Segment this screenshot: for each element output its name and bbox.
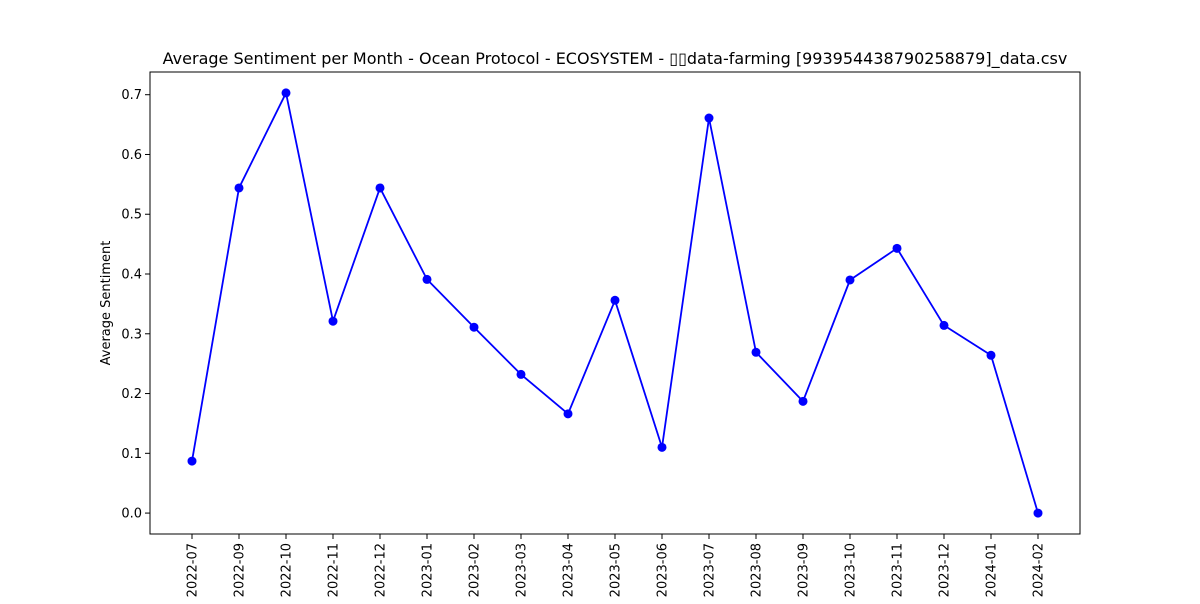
x-tick-label: 2023-08 (750, 543, 765, 597)
x-tick-label: 2023-10 (844, 543, 859, 597)
data-point (469, 322, 479, 332)
x-tick-label: 2022-09 (233, 543, 248, 597)
data-point (516, 369, 526, 379)
y-tick-label: 0.4 (121, 268, 142, 283)
data-point (1033, 508, 1043, 518)
x-axis: 2022-07 2022-09 2022-10 2022-11 2022-12 2023-… (186, 534, 1047, 597)
data-point (234, 183, 244, 193)
y-tick-label: 0.3 (121, 327, 142, 342)
x-tick-label: 2023-03 (515, 543, 530, 597)
data-point (845, 275, 855, 285)
data-point (375, 183, 385, 193)
data-point (892, 243, 902, 253)
x-tick-label: 2023-12 (938, 543, 953, 597)
data-point (422, 274, 432, 284)
data-point (281, 88, 291, 98)
x-tick-label: 2022-07 (186, 543, 201, 597)
x-tick-label: 2023-07 (703, 543, 718, 597)
data-point (657, 442, 667, 452)
x-tick-label: 2024-02 (1032, 543, 1047, 597)
x-tick-label: 2023-01 (421, 543, 436, 597)
data-point (798, 396, 808, 406)
y-tick-label: 0.5 (121, 208, 142, 223)
x-tick-label: 2022-11 (327, 543, 342, 597)
x-tick-label: 2024-01 (985, 543, 1000, 597)
y-tick-label: 0.1 (121, 447, 142, 462)
data-point (939, 320, 949, 330)
x-tick-label: 2022-12 (374, 543, 389, 597)
x-tick-label: 2022-10 (280, 543, 295, 597)
y-tick-label: 0.2 (121, 387, 142, 402)
y-axis: 0.0 0.1 0.2 0.3 0.4 0.5 0.6 0.7 (121, 88, 150, 522)
chart-title: Average Sentiment per Month - Ocean Prot… (163, 49, 1068, 69)
y-tick-label: 0.6 (121, 148, 142, 163)
data-point (563, 409, 573, 419)
data-point (704, 113, 714, 123)
x-tick-label: 2023-04 (562, 543, 577, 597)
y-axis-label: Average Sentiment (99, 241, 114, 366)
series-layer (187, 88, 1043, 518)
x-tick-label: 2023-05 (609, 543, 624, 597)
data-point (986, 350, 996, 360)
data-point (328, 316, 338, 326)
data-point (751, 347, 761, 357)
y-tick-label: 0.7 (121, 88, 142, 103)
x-tick-label: 2023-06 (656, 543, 671, 597)
data-point (187, 456, 197, 466)
x-tick-label: 2023-09 (797, 543, 812, 597)
x-tick-label: 2023-11 (891, 543, 906, 597)
y-tick-label: 0.0 (121, 507, 142, 522)
data-point (610, 295, 620, 305)
x-tick-label: 2023-02 (468, 543, 483, 597)
